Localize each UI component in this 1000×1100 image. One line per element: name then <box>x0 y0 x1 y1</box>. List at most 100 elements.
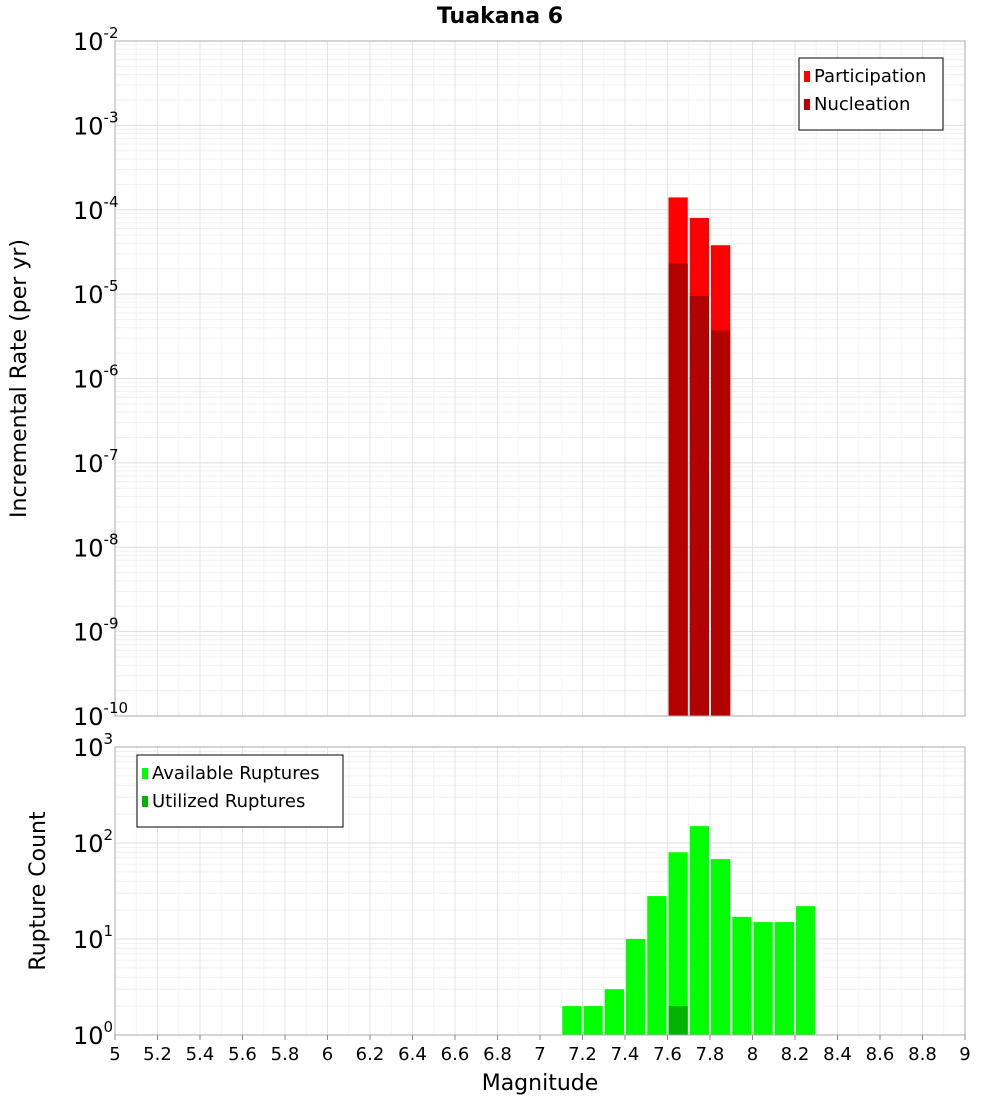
bottom-legend: Available Ruptures Utilized Ruptures <box>136 754 344 828</box>
top-legend: Participation Nucleation <box>798 57 944 131</box>
x-tick-label: 9 <box>959 1044 970 1065</box>
y-tick-base: 10 <box>73 619 104 647</box>
bar-available-ruptures <box>583 1006 603 1035</box>
y-tick-exponent: -2 <box>104 24 119 42</box>
y-tick-base: 10 <box>73 281 104 309</box>
bar-available-ruptures <box>732 916 752 1035</box>
y-tick-base: 10 <box>73 534 104 562</box>
bar-nucleation <box>711 330 731 716</box>
y-tick-exponent: -10 <box>104 699 129 717</box>
legend-label: Available Ruptures <box>152 763 320 784</box>
y-tick-exponent: 1 <box>104 922 114 940</box>
x-tick-label: 7.8 <box>696 1044 725 1065</box>
top-y-axis-title: Incremental Rate (per yr) <box>7 239 32 518</box>
y-tick-label: 103 <box>73 730 113 762</box>
x-tick-label: 8.2 <box>781 1044 810 1065</box>
legend-label: Nucleation <box>814 94 910 115</box>
y-tick-exponent: -6 <box>104 362 119 380</box>
x-tick-label: 5.8 <box>271 1044 300 1065</box>
y-tick-exponent: 2 <box>104 826 114 844</box>
top-plot-grid <box>114 40 966 717</box>
bar-available-ruptures <box>796 906 816 1035</box>
x-tick-label: 5.6 <box>228 1044 257 1065</box>
y-tick-label: 10-3 <box>73 108 119 140</box>
bar-available-ruptures <box>647 896 667 1035</box>
x-axis-title: Magnitude <box>482 1071 599 1096</box>
x-tick-label: 6.8 <box>483 1044 512 1065</box>
legend-swatch <box>142 796 148 807</box>
y-tick-label: 102 <box>73 826 113 858</box>
legend-label: Utilized Ruptures <box>152 791 305 812</box>
y-tick-base: 10 <box>73 926 104 954</box>
bar-available-ruptures <box>711 859 731 1035</box>
top-plot-frame <box>114 40 966 717</box>
y-tick-exponent: -3 <box>104 108 119 126</box>
y-tick-label: 10-9 <box>73 615 119 647</box>
y-tick-label: 10-10 <box>73 699 128 731</box>
legend-swatch <box>142 768 148 779</box>
x-tick-label: 7.4 <box>611 1044 640 1065</box>
legend-box <box>798 57 944 131</box>
bar-available-ruptures <box>774 922 794 1035</box>
x-tick-label: 8 <box>747 1044 758 1065</box>
bar-nucleation <box>689 296 709 716</box>
y-tick-label: 10-7 <box>73 446 119 478</box>
legend-swatch <box>804 99 810 110</box>
top-plot-bars <box>668 197 731 717</box>
bottom-plot-bars <box>562 826 816 1035</box>
x-tick-label: 6 <box>322 1044 333 1065</box>
bar-available-ruptures <box>689 826 709 1035</box>
legend-label: Participation <box>814 66 926 87</box>
x-tick-label: 8.8 <box>908 1044 937 1065</box>
x-tick-label: 5 <box>109 1044 120 1065</box>
y-tick-base: 10 <box>73 1022 104 1050</box>
x-tick-label: 7.2 <box>568 1044 597 1065</box>
y-tick-base: 10 <box>73 734 104 762</box>
y-tick-base: 10 <box>73 28 104 56</box>
y-tick-exponent: 3 <box>104 730 114 748</box>
bar-available-ruptures <box>562 1006 582 1035</box>
bar-available-ruptures <box>668 852 688 1035</box>
legend-box <box>136 754 344 828</box>
x-tick-label: 7 <box>534 1044 545 1065</box>
x-tick-label: 7.6 <box>653 1044 682 1065</box>
y-tick-exponent: -8 <box>104 530 119 548</box>
y-tick-label: 101 <box>73 922 113 954</box>
bar-nucleation <box>668 263 688 716</box>
bar-available-ruptures <box>753 922 773 1035</box>
y-tick-base: 10 <box>73 112 104 140</box>
x-tick-labels: 5 5.2 5.4 5.6 5.8 6 6.2 6.4 6.6 6.8 7 7.2 7.4 7.6 7.8 8… <box>109 1035 971 1065</box>
y-tick-exponent: -5 <box>104 277 119 295</box>
y-tick-label: 10-8 <box>73 530 119 562</box>
x-tick-label: 6.4 <box>398 1044 427 1065</box>
y-tick-exponent: -4 <box>104 193 119 211</box>
y-tick-label: 10-6 <box>73 362 119 394</box>
y-tick-exponent: -7 <box>104 446 119 464</box>
legend-swatch <box>804 71 810 82</box>
y-tick-base: 10 <box>73 366 104 394</box>
y-tick-label: 10-5 <box>73 277 119 309</box>
x-tick-label: 8.4 <box>823 1044 852 1065</box>
y-tick-exponent: 0 <box>104 1018 114 1036</box>
y-tick-base: 10 <box>73 703 104 731</box>
y-tick-label: 10-2 <box>73 24 119 56</box>
x-tick-label: 5.4 <box>186 1044 215 1065</box>
y-tick-base: 10 <box>73 197 104 225</box>
bar-utilized-ruptures <box>668 1006 688 1035</box>
x-tick-label: 6.2 <box>356 1044 385 1065</box>
y-tick-base: 10 <box>73 450 104 478</box>
x-tick-label: 8.6 <box>866 1044 895 1065</box>
y-tick-base: 10 <box>73 830 104 858</box>
bottom-y-axis-title: Rupture Count <box>26 811 51 971</box>
y-tick-exponent: -9 <box>104 615 119 633</box>
bar-available-ruptures <box>626 939 646 1035</box>
x-tick-label: 6.6 <box>441 1044 470 1065</box>
y-tick-label: 100 <box>73 1018 113 1050</box>
chart-title: Tuakana 6 <box>437 4 563 29</box>
bar-available-ruptures <box>604 989 624 1035</box>
y-tick-label: 10-4 <box>73 193 119 225</box>
x-tick-label: 5.2 <box>143 1044 172 1065</box>
